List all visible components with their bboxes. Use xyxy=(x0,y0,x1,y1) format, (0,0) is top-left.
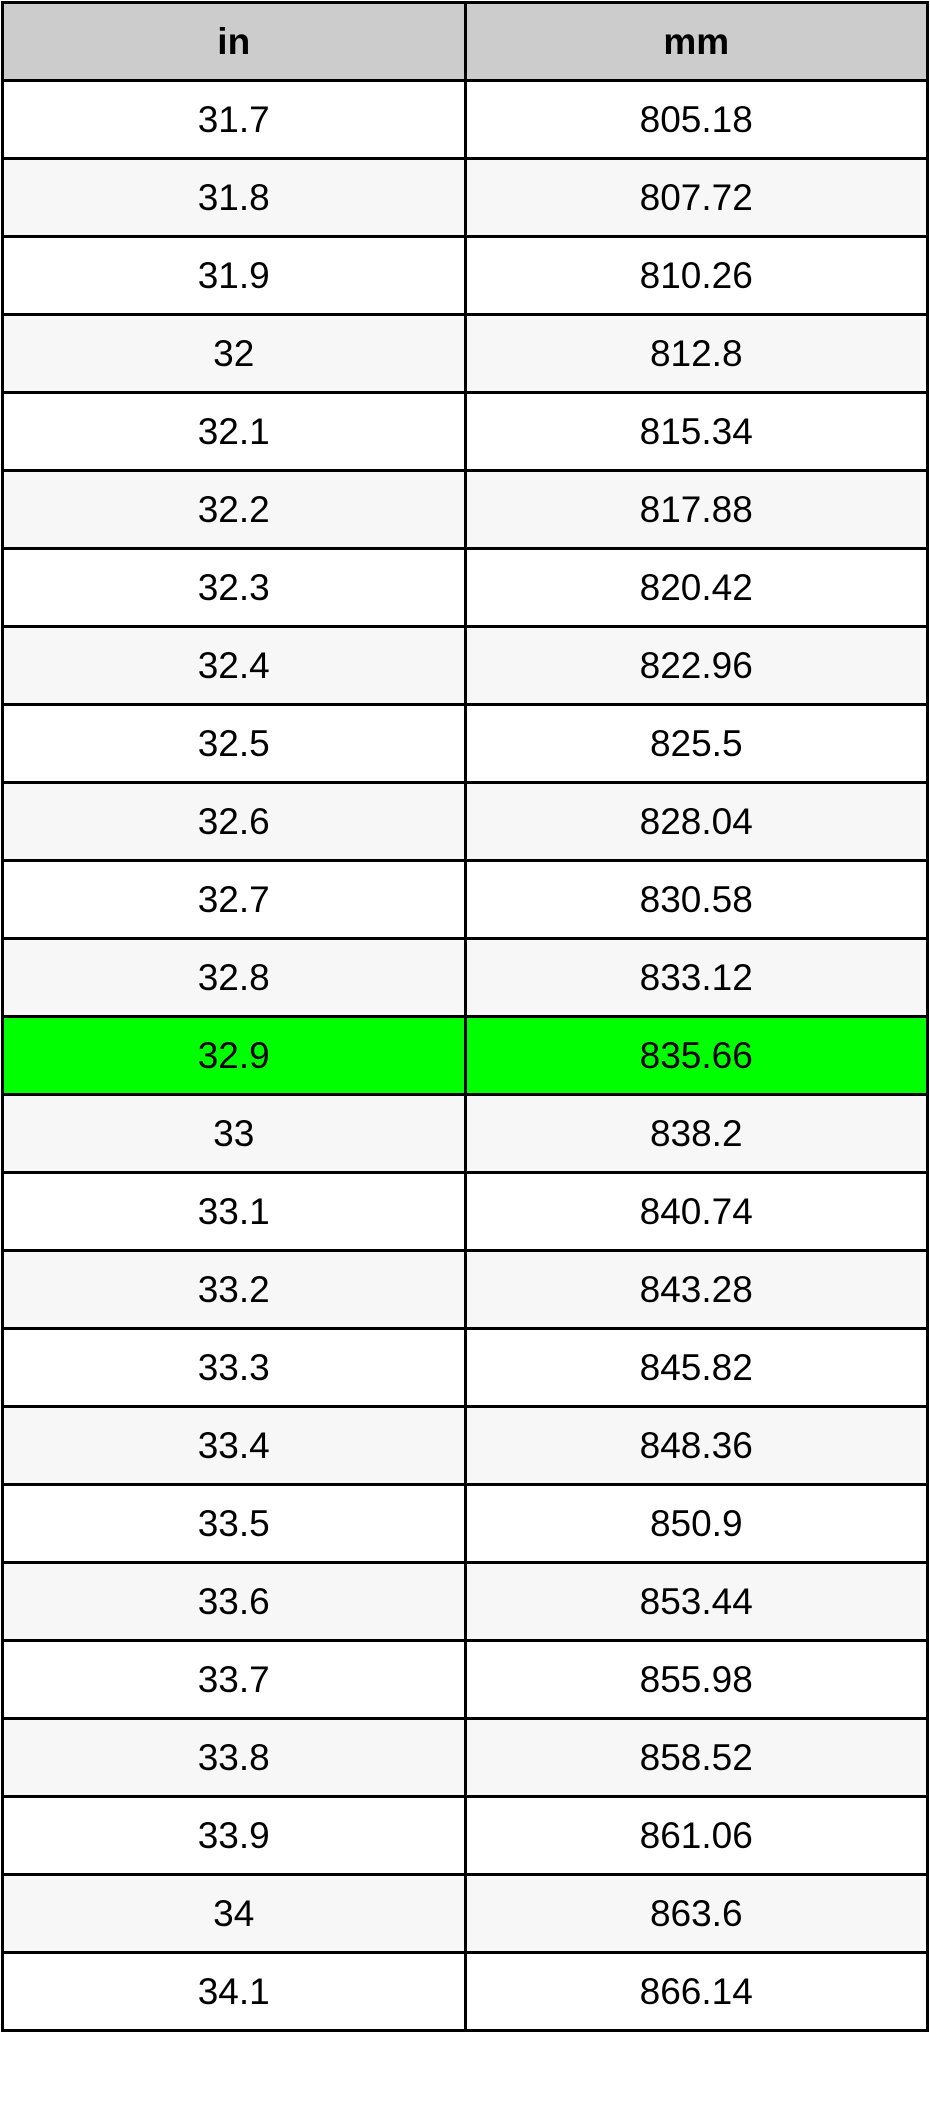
cell-mm: 848.36 xyxy=(463,1405,929,1486)
cell-mm: 855.98 xyxy=(463,1639,929,1720)
cell-in: 33.1 xyxy=(1,1171,467,1252)
table-row: 32.7 830.58 xyxy=(1,859,929,940)
cell-in: 33.3 xyxy=(1,1327,467,1408)
cell-mm: 858.52 xyxy=(463,1717,929,1798)
table-row: 33.4 848.36 xyxy=(1,1405,929,1486)
table-row: 33 838.2 xyxy=(1,1093,929,1174)
cell-in: 33.5 xyxy=(1,1483,467,1564)
table-row: 33.7 855.98 xyxy=(1,1639,929,1720)
table-row: 31.7 805.18 xyxy=(1,79,929,160)
table-row: 32 812.8 xyxy=(1,313,929,394)
cell-in: 33.9 xyxy=(1,1795,467,1876)
table-row: 33.2 843.28 xyxy=(1,1249,929,1330)
cell-in: 32.4 xyxy=(1,625,467,706)
cell-in: 33 xyxy=(1,1093,467,1174)
cell-mm: 812.8 xyxy=(463,313,929,394)
cell-in: 31.7 xyxy=(1,79,467,160)
cell-mm: 845.82 xyxy=(463,1327,929,1408)
header-mm: mm xyxy=(463,1,929,82)
table-row: 33.3 845.82 xyxy=(1,1327,929,1408)
cell-in: 32.5 xyxy=(1,703,467,784)
cell-mm: 866.14 xyxy=(463,1951,929,2032)
table-row: 33.6 853.44 xyxy=(1,1561,929,1642)
cell-mm: 853.44 xyxy=(463,1561,929,1642)
table-row: 34.1 866.14 xyxy=(1,1951,929,2032)
cell-mm: 828.04 xyxy=(463,781,929,862)
table-row: 34 863.6 xyxy=(1,1873,929,1954)
cell-mm: 817.88 xyxy=(463,469,929,550)
cell-mm: 805.18 xyxy=(463,79,929,160)
cell-in: 32 xyxy=(1,313,467,394)
cell-mm: 825.5 xyxy=(463,703,929,784)
table-row: 32.4 822.96 xyxy=(1,625,929,706)
conversion-table: in mm 31.7 805.18 31.8 807.72 31.9 810.26 32 81… xyxy=(1,1,929,2032)
cell-in: 32.6 xyxy=(1,781,467,862)
cell-mm: 820.42 xyxy=(463,547,929,628)
cell-mm: 843.28 xyxy=(463,1249,929,1330)
cell-in: 33.6 xyxy=(1,1561,467,1642)
cell-mm: 830.58 xyxy=(463,859,929,940)
cell-in: 31.8 xyxy=(1,157,467,238)
table-row: 32.8 833.12 xyxy=(1,937,929,1018)
table-row: 32.2 817.88 xyxy=(1,469,929,550)
cell-in: 32.1 xyxy=(1,391,467,472)
cell-mm: 863.6 xyxy=(463,1873,929,1954)
table-row: 33.9 861.06 xyxy=(1,1795,929,1876)
cell-in: 32.8 xyxy=(1,937,467,1018)
cell-mm: 835.66 xyxy=(463,1015,929,1096)
cell-mm: 807.72 xyxy=(463,157,929,238)
table-row: 32.1 815.34 xyxy=(1,391,929,472)
table-row: 32.3 820.42 xyxy=(1,547,929,628)
table-row: 32.5 825.5 xyxy=(1,703,929,784)
table-row: 31.9 810.26 xyxy=(1,235,929,316)
header-in: in xyxy=(1,1,467,82)
cell-in: 33.2 xyxy=(1,1249,467,1330)
cell-mm: 861.06 xyxy=(463,1795,929,1876)
cell-in: 32.2 xyxy=(1,469,467,550)
cell-in: 32.7 xyxy=(1,859,467,940)
cell-in: 32.9 xyxy=(1,1015,467,1096)
header-row: in mm xyxy=(1,1,929,82)
cell-in: 32.3 xyxy=(1,547,467,628)
table-row: 33.8 858.52 xyxy=(1,1717,929,1798)
cell-mm: 838.2 xyxy=(463,1093,929,1174)
table-row: 31.8 807.72 xyxy=(1,157,929,238)
cell-in: 31.9 xyxy=(1,235,467,316)
cell-in: 33.4 xyxy=(1,1405,467,1486)
cell-mm: 850.9 xyxy=(463,1483,929,1564)
table-row-highlighted: 32.9 835.66 xyxy=(1,1015,929,1096)
table-row: 33.1 840.74 xyxy=(1,1171,929,1252)
table-row: 32.6 828.04 xyxy=(1,781,929,862)
cell-in: 33.7 xyxy=(1,1639,467,1720)
cell-mm: 815.34 xyxy=(463,391,929,472)
cell-in: 34.1 xyxy=(1,1951,467,2032)
table-row: 33.5 850.9 xyxy=(1,1483,929,1564)
cell-mm: 840.74 xyxy=(463,1171,929,1252)
cell-in: 34 xyxy=(1,1873,467,1954)
cell-mm: 833.12 xyxy=(463,937,929,1018)
cell-in: 33.8 xyxy=(1,1717,467,1798)
cell-mm: 822.96 xyxy=(463,625,929,706)
cell-mm: 810.26 xyxy=(463,235,929,316)
